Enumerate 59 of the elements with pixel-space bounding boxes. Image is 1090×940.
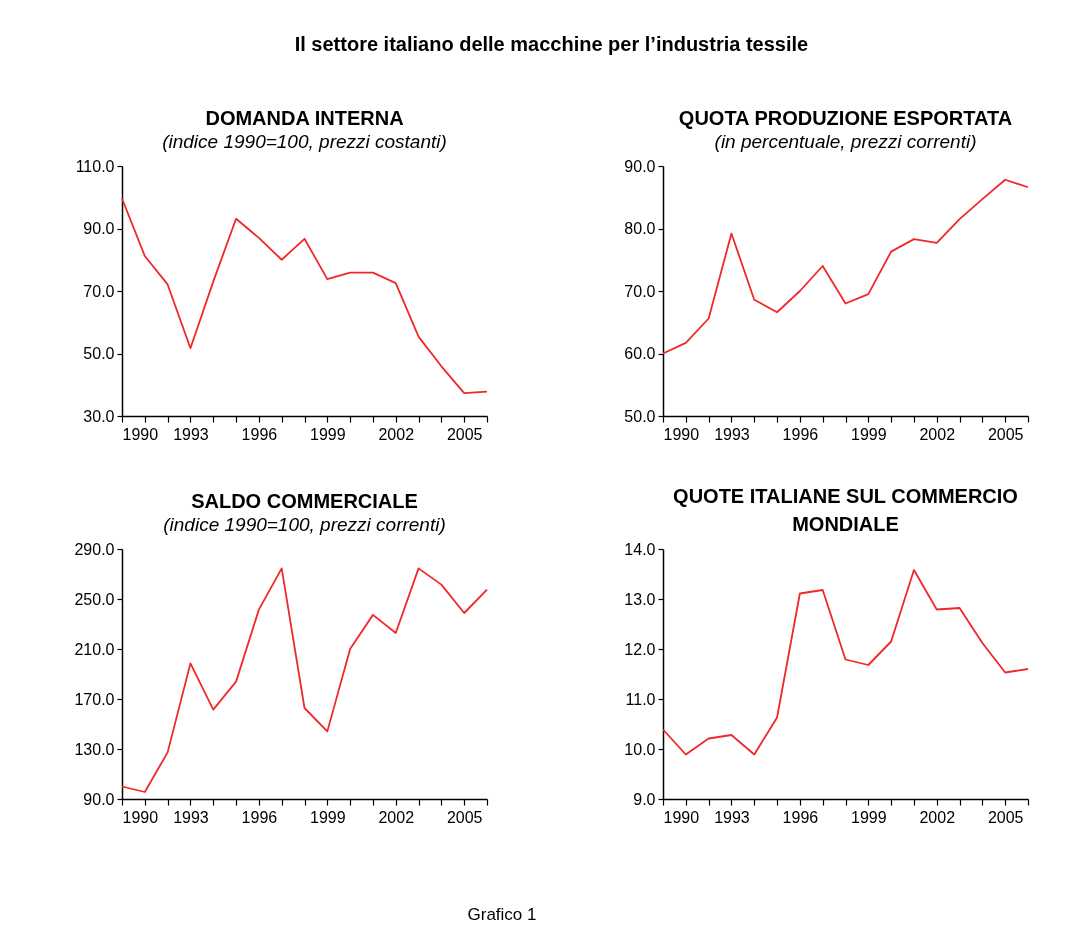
y-tick-label: 11.0 (625, 690, 656, 708)
x-tick-label: 2002 (919, 808, 956, 826)
y-tick-label: 50.0 (83, 345, 115, 362)
y-tick-label: 9.0 (633, 790, 656, 808)
x-tick-label: 1990 (122, 808, 159, 826)
text: Grafico 1 (467, 905, 537, 924)
chart-title: DOMANDA INTERNA (205, 107, 404, 129)
y-tick-label: 60.0 (624, 345, 656, 362)
y-tick-label: 70.0 (624, 282, 656, 300)
y-tick-label: 10.0 (624, 740, 656, 758)
y-tick-label: 90.0 (83, 220, 115, 237)
x-tick-label: 2005 (446, 425, 483, 443)
x-tick-label: 1993 (173, 425, 209, 443)
y-tick-label: 130.0 (74, 740, 115, 758)
chart-subtitle: (in percentuale, prezzi correnti) (714, 131, 977, 152)
text: Il settore italiano delle macchine per l’industria tessile (294, 33, 809, 55)
x-tick-label: 2002 (919, 425, 956, 443)
x-tick-label: 1990 (663, 425, 700, 443)
y-tick-label: 12.0 (624, 640, 656, 658)
x-tick-label: 2002 (378, 425, 415, 443)
x-tick-label: 1999 (310, 425, 346, 443)
x-tick-label: 2005 (446, 808, 483, 826)
x-tick-label: 1999 (851, 425, 887, 443)
x-tick-label: 1996 (241, 425, 278, 443)
line-series (662, 569, 1029, 756)
y-tick-label: 90.0 (624, 157, 656, 175)
x-tick-label: 2005 (987, 425, 1024, 443)
x-tick-label: 1996 (241, 808, 278, 826)
y-tick-label: 50.0 (624, 407, 656, 425)
y-tick-label: 80.0 (624, 220, 656, 237)
chart-subtitle: (indice 1990=100, prezzi costanti) (162, 131, 447, 152)
y-tick-label: 14.0 (624, 540, 656, 558)
y-tick-label: 30.0 (83, 407, 115, 425)
y-tick-label: 210.0 (74, 640, 115, 658)
x-tick-label: 1996 (782, 808, 819, 826)
line-series (662, 178, 1029, 355)
x-tick-label: 1990 (122, 425, 159, 443)
x-tick-label: 2002 (378, 808, 415, 826)
y-tick-label: 170.0 (74, 690, 115, 708)
chart-subtitle: (indice 1990=100, prezzi correnti) (163, 514, 446, 535)
line-series (121, 567, 488, 793)
x-tick-label: 1993 (714, 425, 750, 443)
chart-title: QUOTE ITALIANE SUL COMMERCIO MONDIALE (673, 485, 1018, 535)
x-tick-label: 1999 (851, 808, 887, 826)
chart-title: QUOTA PRODUZIONE ESPORTATA (678, 107, 1013, 129)
x-tick-label: 1996 (782, 425, 819, 443)
x-tick-label: 1993 (173, 808, 209, 826)
y-tick-label: 110.0 (75, 157, 115, 175)
y-tick-label: 90.0 (83, 790, 115, 808)
y-tick-label: 70.0 (83, 282, 115, 300)
y-tick-label: 250.0 (74, 590, 115, 608)
y-tick-label: 13.0 (624, 590, 656, 608)
x-tick-label: 1999 (310, 808, 346, 826)
y-tick-label: 290.0 (74, 540, 115, 558)
chart-title: SALDO COMMERCIALE (191, 490, 418, 512)
x-tick-label: 1993 (714, 808, 750, 826)
line-series (121, 197, 488, 395)
x-tick-label: 2005 (987, 808, 1024, 826)
x-tick-label: 1990 (663, 808, 700, 826)
